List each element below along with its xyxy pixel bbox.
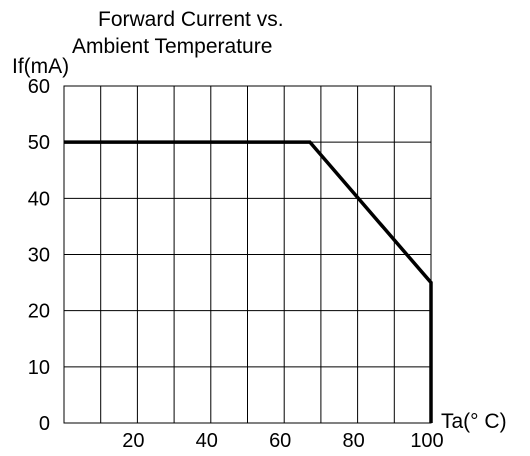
plot-border [63,85,432,424]
x-tick-label: 80 [342,430,364,452]
y-tick-label: 50 [28,132,50,154]
plot-frame [63,85,432,424]
series-line [64,140,433,423]
x-tick-label: 20 [122,430,144,452]
y-tick-label: 20 [28,301,50,323]
y-axis-label: If(mA) [12,55,69,78]
chart-title-line-1: Forward Current vs. [98,8,284,31]
y-tick-label: 30 [28,245,50,267]
y-tick-label: 10 [28,357,50,379]
y-tick-label: 40 [28,188,50,210]
x-tick-label: 100 [410,430,443,452]
y-tick-label: 60 [28,76,50,98]
x-tick-labels: 20 40 60 80 100 [122,430,443,452]
x-tick-label: 60 [269,430,291,452]
y-tick-label: 0 [39,413,50,435]
chart-title-line-2: Ambient Temperature [72,35,272,58]
grid [64,86,431,423]
x-tick-label: 40 [196,430,218,452]
series-group [64,140,433,423]
x-axis-label: Ta(° C) [441,410,507,433]
y-tick-labels: 0 10 20 30 40 50 60 [28,76,50,435]
